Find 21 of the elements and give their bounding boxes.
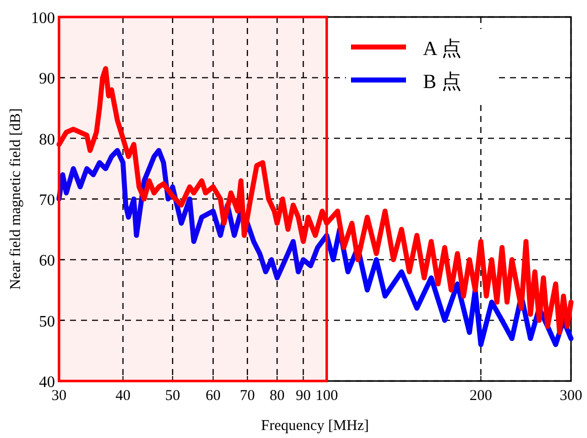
y-tick-label: 50 bbox=[39, 313, 55, 330]
y-axis-title: Near field magnetic field [dB] bbox=[8, 108, 24, 290]
legend-label: A 点 bbox=[423, 38, 462, 60]
x-tick-label: 100 bbox=[315, 388, 338, 404]
x-tick-label: 90 bbox=[296, 388, 311, 404]
x-tick-label: 300 bbox=[560, 388, 582, 404]
y-tick-label: 60 bbox=[39, 252, 55, 270]
x-tick-label: 70 bbox=[240, 388, 255, 404]
legend-label: B 点 bbox=[423, 71, 462, 93]
y-tick-label: 70 bbox=[39, 192, 55, 209]
x-tick-label: 30 bbox=[52, 388, 66, 404]
y-tick-label: 90 bbox=[39, 70, 55, 88]
y-tick-label: 40 bbox=[39, 374, 55, 391]
x-tick-label: 80 bbox=[270, 388, 285, 404]
x-tick-label: 200 bbox=[470, 388, 492, 404]
y-tick-label: 100 bbox=[31, 10, 55, 27]
x-tick-label: 50 bbox=[165, 388, 180, 404]
y-tick-label: 80 bbox=[39, 131, 55, 148]
x-axis-title: Frequency [MHz] bbox=[261, 418, 369, 434]
x-tick-label: 60 bbox=[206, 388, 221, 404]
x-tick-label: 40 bbox=[115, 388, 130, 404]
